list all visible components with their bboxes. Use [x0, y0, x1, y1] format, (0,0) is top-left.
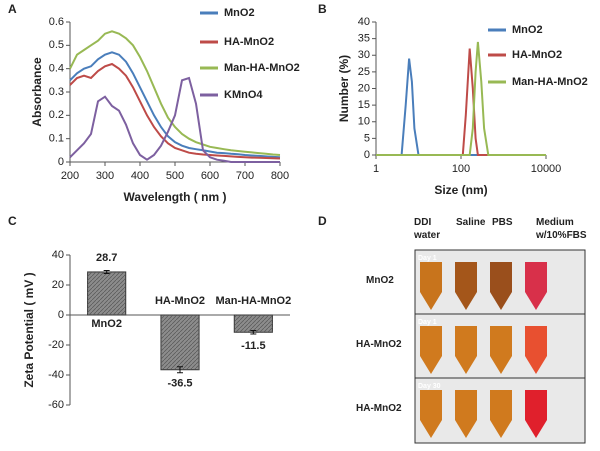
y-tick-label: 20	[52, 279, 64, 291]
x-tick-label: 200	[61, 170, 79, 182]
line	[376, 58, 546, 156]
row-label: HA-MnO2	[356, 339, 402, 350]
x-tick-label: 800	[271, 170, 289, 182]
day-label: Day 1	[418, 319, 437, 326]
bar-hatch	[160, 315, 200, 370]
day-label: Day 1	[418, 255, 437, 262]
y-tick-label: 0	[58, 309, 64, 321]
y-tick-label: 15	[358, 99, 370, 111]
x-tick-label: 500	[166, 170, 184, 182]
y-tick-label: 40	[52, 249, 64, 261]
x-tick-label: 300	[96, 170, 114, 182]
panel-letter: D	[318, 214, 327, 228]
x-axis-label: Size (nm)	[434, 183, 487, 197]
value-label: 28.7	[96, 252, 117, 264]
y-tick-label: 0.2	[49, 109, 64, 121]
legend-label: KMnO4	[224, 89, 263, 101]
y-axis-label: Number (%)	[337, 55, 351, 122]
y-tick-label: 10	[358, 116, 370, 128]
bar-hatch	[234, 315, 273, 333]
column-label: Saline	[456, 217, 486, 228]
x-tick-label: 1	[373, 163, 379, 175]
y-axis-label: Absorbance	[30, 57, 44, 127]
row-label: MnO2	[366, 275, 394, 286]
x-tick-label: 100	[452, 163, 470, 175]
legend-label: Man-HA-MnO2	[512, 76, 588, 88]
y-tick-label: 0.6	[49, 16, 64, 28]
x-axis-label: Wavelength ( nm )	[124, 190, 227, 204]
panel-letter: B	[318, 2, 327, 16]
y-tick-label: 20	[358, 82, 370, 94]
y-axis-label: Zeta Potential ( mV )	[22, 272, 36, 387]
legend-label: Man-HA-MnO2	[224, 62, 300, 74]
line	[69, 30, 281, 156]
y-tick-label: -20	[48, 339, 64, 351]
y-tick-label: 25	[358, 66, 370, 78]
x-tick-label: 400	[131, 170, 149, 182]
row-label: HA-MnO2	[356, 403, 402, 414]
y-tick-label: -60	[48, 399, 64, 411]
line	[69, 51, 281, 159]
x-tick-label: HA-MnO2	[155, 295, 205, 307]
error-bar	[103, 269, 110, 274]
value-label: -11.5	[241, 340, 265, 352]
y-tick-label: 30	[358, 49, 370, 61]
y-tick-label: 0.4	[49, 63, 64, 75]
y-tick-label: 5	[364, 132, 370, 144]
x-tick-label: 600	[201, 170, 219, 182]
bar-hatch	[87, 271, 126, 315]
column-label: DDI water	[414, 217, 441, 241]
x-tick-label: 700	[236, 170, 254, 182]
y-tick-label: 0.3	[49, 86, 64, 98]
y-tick-label: 0.5	[49, 39, 64, 51]
y-tick-label: 0	[364, 149, 370, 161]
panel-letter: A	[8, 2, 17, 16]
tubes	[420, 262, 547, 438]
legend-label: HA-MnO2	[224, 36, 274, 48]
y-tick-label: -40	[48, 369, 64, 381]
line	[69, 62, 281, 160]
value-label: -36.5	[167, 378, 192, 390]
column-label: PBS	[492, 217, 513, 228]
y-tick-label: 0.1	[49, 133, 64, 145]
legend-label: MnO2	[512, 24, 543, 36]
line	[376, 41, 546, 156]
line	[376, 48, 546, 156]
error-bar	[250, 329, 257, 335]
legend-label: HA-MnO2	[512, 49, 562, 61]
y-tick-label: 40	[358, 16, 370, 28]
day-label: Day 30	[418, 383, 441, 390]
line	[69, 76, 280, 163]
panel-letter: C	[8, 214, 17, 228]
column-label: Medium w/10%FBS	[536, 217, 587, 241]
y-tick-label: 35	[358, 33, 370, 45]
x-tick-label: MnO2	[91, 318, 122, 330]
error-bar	[177, 366, 183, 374]
legend-label: MnO2	[224, 7, 255, 19]
x-tick-label: Man-HA-MnO2	[215, 295, 291, 307]
x-tick-label: 10000	[531, 163, 562, 175]
y-tick-label: 0	[58, 156, 64, 168]
